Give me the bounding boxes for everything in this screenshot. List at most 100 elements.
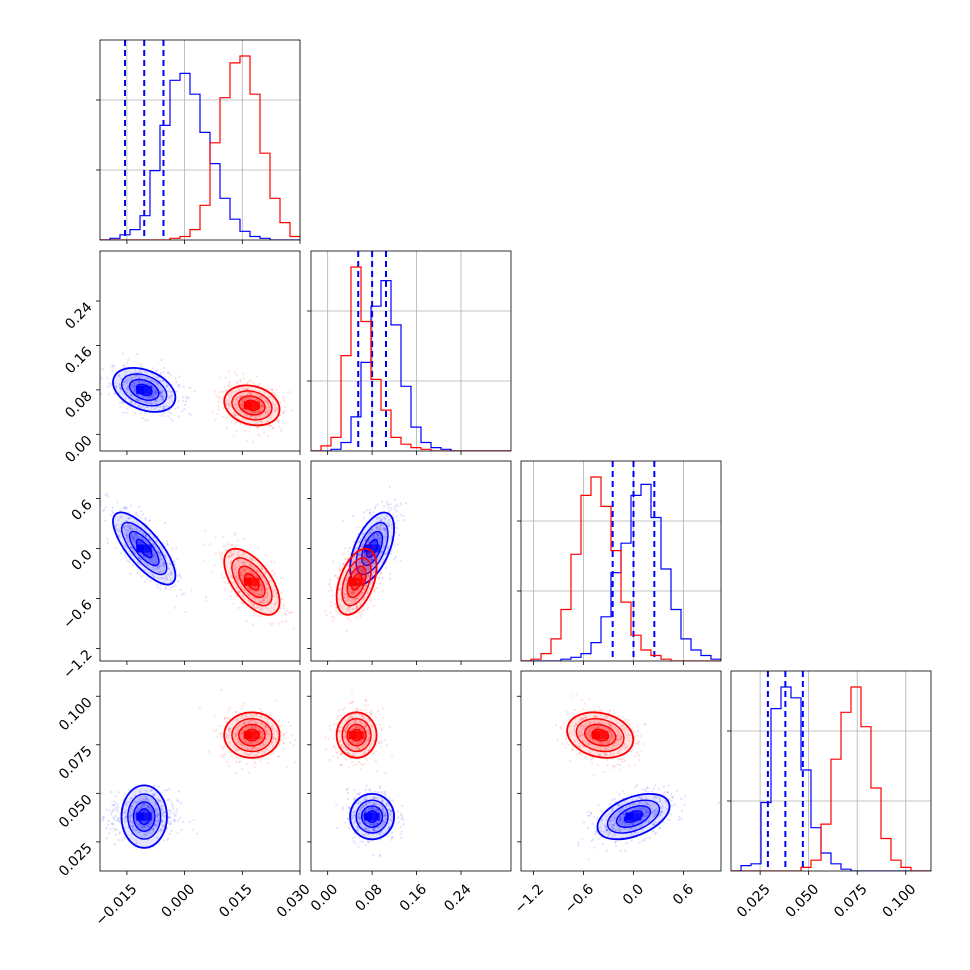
scatter-point [263,598,266,602]
scatter-point [119,508,122,511]
scatter-point [249,558,252,561]
scatter-point [165,385,168,388]
scatter-point [365,821,368,824]
scatter-point [238,396,241,399]
scatter-point [362,814,365,817]
scatter-point [259,608,262,611]
scatter-point [144,809,147,812]
scatter-point [157,376,160,379]
scatter-point [273,561,276,564]
scatter-point [141,797,144,800]
scatter-point [367,574,370,577]
scatter-point [371,807,374,810]
scatter-point [276,419,279,422]
scatter-point [116,803,119,806]
scatter-point [368,719,371,723]
scatter-point [373,532,377,536]
scatter-point [262,599,265,602]
scatter-point [368,789,371,792]
scatter-point [357,575,360,579]
scatter-point [134,811,137,814]
scatter-point [260,404,263,408]
scatter-point [381,805,384,808]
scatter-point [132,539,135,542]
scatter-point [292,744,296,747]
scatter-point [123,792,126,796]
scatter-point [255,713,258,716]
scatter-point [402,515,405,518]
scatter-point [366,580,370,583]
scatter-point [163,407,166,410]
scatter-point [266,731,269,734]
scatter-point [364,704,367,707]
scatter-point [362,570,365,573]
scatter-point [270,624,273,627]
scatter-point [244,747,247,750]
scatter-point [160,392,163,395]
scatter-point [366,736,369,739]
scatter-point [161,548,164,551]
scatter-point [345,578,349,581]
scatter-point [387,803,390,807]
scatter-point [241,400,244,403]
scatter-point [174,584,177,587]
scatter-point [253,411,256,414]
scatter-point [167,816,170,819]
scatter-point [366,590,369,593]
scatter-point [257,410,260,413]
scatter-point [135,841,138,845]
scatter-point [355,707,358,710]
scatter-point [241,595,244,599]
scatter-point [367,717,370,721]
scatter-point [224,753,227,756]
scatter-point [245,439,248,442]
scatter-point [360,569,363,572]
scatter-point [338,763,342,766]
scatter-point [347,550,350,553]
scatter-point [169,562,172,565]
scatter-point [161,391,164,394]
scatter-point [268,745,271,748]
scatter-point [241,406,244,409]
scatter-point [382,558,385,561]
scatter-point [183,403,187,407]
scatter-point [382,560,386,563]
scatter-point [213,390,216,393]
scatter-point [343,731,346,734]
scatter-point [124,397,127,400]
scatter-point [138,790,142,793]
scatter-point [125,804,128,807]
scatter-point [100,393,103,396]
scatter-point [143,381,146,384]
scatter-point [188,412,191,415]
scatter-point [398,533,401,537]
scatter-point [128,821,131,824]
scatter-point [370,546,373,549]
scatter-point [224,390,227,393]
scatter-point [242,734,245,737]
scatter-point [401,816,404,819]
scatter-point [139,541,142,544]
scatter-point [134,389,137,392]
scatter-point [335,606,338,610]
scatter-point [350,576,353,579]
scatter-point [142,416,145,419]
scatter-point [124,370,128,373]
scatter-point [359,615,362,618]
scatter-point [263,727,266,730]
scatter-point [258,395,261,398]
scatter-point [352,591,355,594]
scatter-point [152,562,155,565]
scatter-point [351,607,354,611]
scatter-point [102,815,105,818]
scatter-point [137,377,140,380]
scatter-point [327,737,330,741]
scatter-point [379,832,382,835]
scatter-point [135,533,138,536]
scatter-point [343,735,346,738]
scatter-point [382,810,385,813]
scatter-point [375,823,378,826]
scatter-point [361,804,365,807]
scatter-point [129,534,132,537]
